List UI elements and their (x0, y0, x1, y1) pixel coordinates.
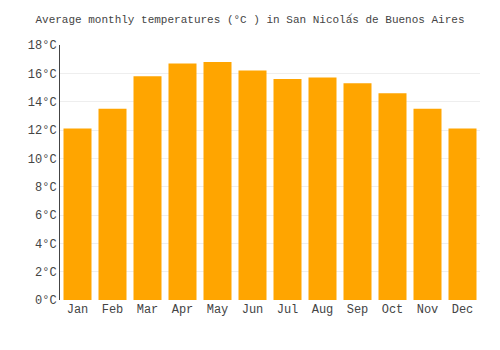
svg-text:Feb: Feb (102, 303, 124, 317)
svg-text:4°C: 4°C (35, 238, 57, 252)
svg-text:Aug: Aug (312, 303, 334, 317)
svg-text:Sep: Sep (347, 303, 369, 317)
svg-text:18°C: 18°C (28, 39, 57, 53)
svg-text:Jul: Jul (277, 303, 299, 317)
svg-text:16°C: 16°C (28, 68, 57, 82)
svg-text:Oct: Oct (382, 303, 404, 317)
svg-text:May: May (207, 303, 229, 317)
svg-text:Jan: Jan (67, 303, 89, 317)
svg-text:8°C: 8°C (35, 181, 57, 195)
svg-text:12°C: 12°C (28, 124, 57, 138)
svg-text:14°C: 14°C (28, 96, 57, 110)
svg-text:Dec: Dec (452, 303, 474, 317)
svg-text:2°C: 2°C (35, 266, 57, 280)
svg-text:Jun: Jun (242, 303, 264, 317)
svg-text:Apr: Apr (172, 303, 194, 317)
svg-text:0°C: 0°C (35, 294, 57, 308)
svg-text:10°C: 10°C (28, 153, 57, 167)
svg-text:Mar: Mar (137, 303, 159, 317)
svg-text:Nov: Nov (417, 303, 439, 317)
svg-text:6°C: 6°C (35, 209, 57, 223)
svg-text:Average monthly temperatures (: Average monthly temperatures (°C ) in Sa… (35, 13, 464, 26)
